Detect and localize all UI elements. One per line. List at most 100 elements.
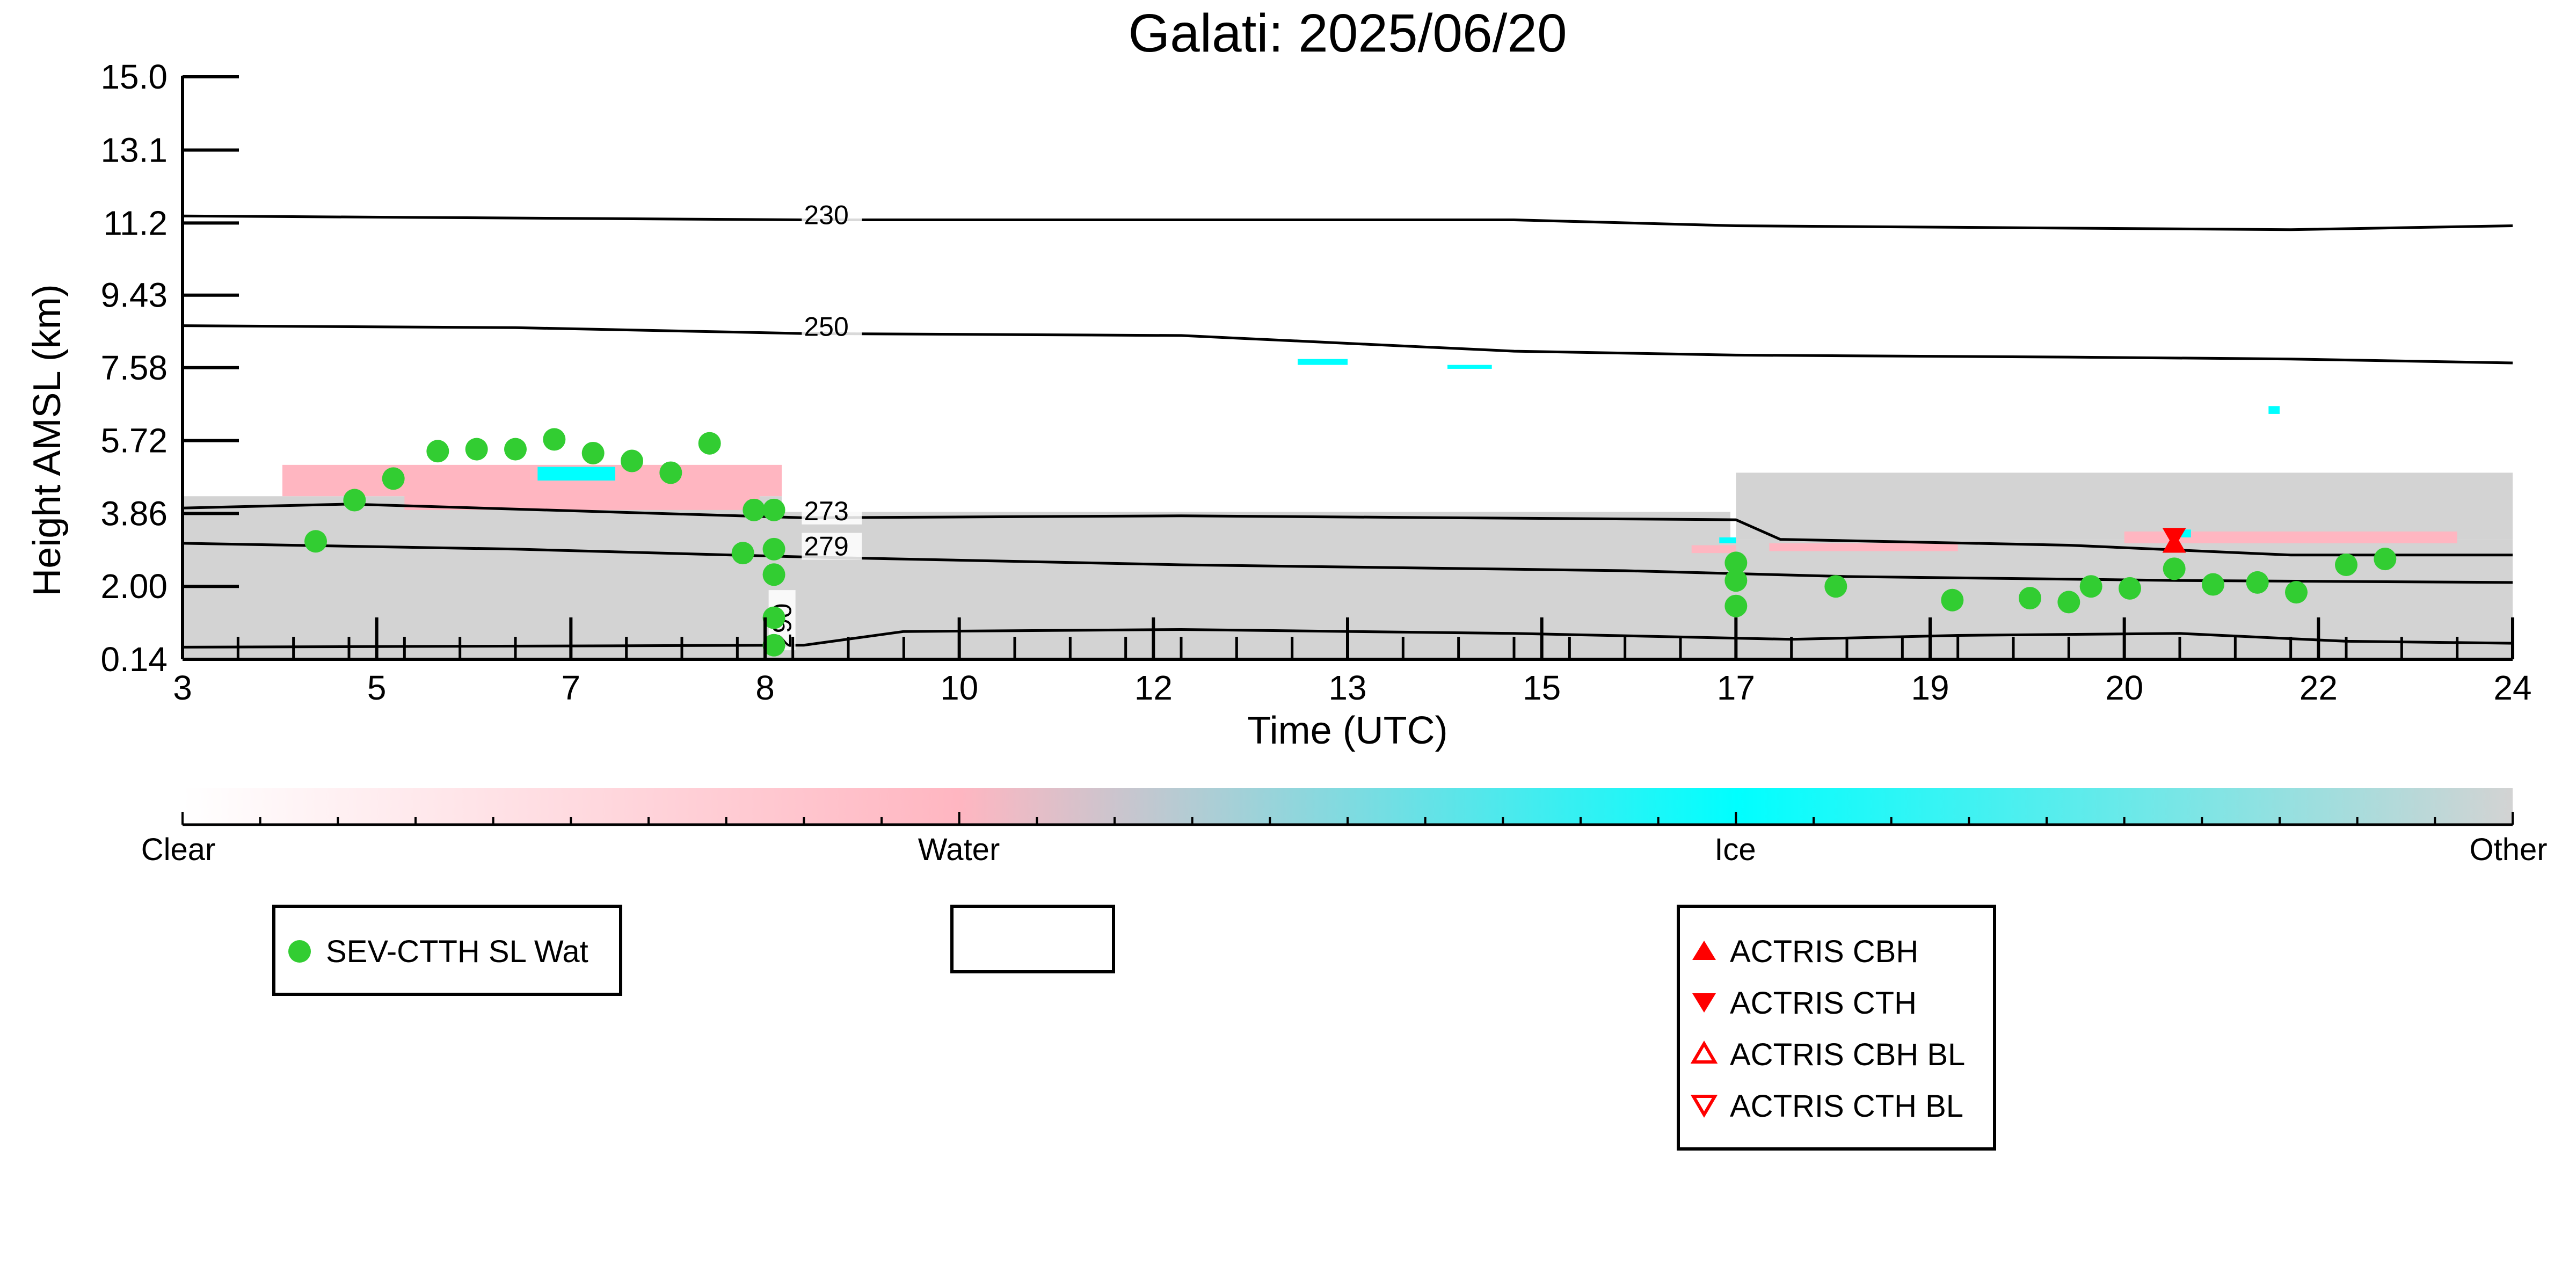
legend-actris: ACTRIS CBH ACTRIS CTH ACTRIS CBH BL ACTR… bbox=[1677, 905, 1996, 1151]
x-tick-label: 13 bbox=[1328, 668, 1366, 707]
y-tick-label: 5.72 bbox=[100, 421, 168, 460]
x-tick-label: 8 bbox=[755, 668, 775, 707]
colorbar-label-clear: Clear bbox=[141, 832, 216, 867]
marker-sev-ctth-sl-wat bbox=[1941, 588, 1964, 612]
marker-sev-ctth-sl-wat bbox=[581, 441, 605, 464]
region-other bbox=[1736, 472, 2513, 540]
x-tick-label: 20 bbox=[2105, 668, 2143, 707]
marker-sev-ctth-sl-wat bbox=[504, 438, 527, 461]
region-ice bbox=[2268, 406, 2280, 414]
chart-title: Galati: 2025/06/20 bbox=[1128, 3, 1567, 63]
legend-sev: SEV-CTTH SL Wat bbox=[272, 905, 622, 996]
contour-label-250: 250 bbox=[804, 312, 848, 342]
legend-label-cbh: ACTRIS CBH bbox=[1730, 934, 1918, 969]
marker-sev-ctth-sl-wat bbox=[659, 461, 682, 484]
x-tick-label: 17 bbox=[1717, 668, 1755, 707]
region-water bbox=[1691, 545, 1736, 554]
marker-sev-ctth-sl-wat bbox=[731, 542, 754, 565]
legend-marker-cth bbox=[1692, 993, 1716, 1013]
region-water bbox=[1769, 543, 1958, 551]
legend-label-cth: ACTRIS CTH bbox=[1730, 986, 1917, 1021]
contour-250 bbox=[182, 324, 2513, 365]
marker-sev-ctth-sl-wat bbox=[2285, 581, 2308, 604]
x-tick-label: 12 bbox=[1134, 668, 1173, 707]
marker-sev-ctth-sl-wat bbox=[2246, 571, 2269, 594]
contour-label-273: 273 bbox=[804, 496, 848, 526]
colorbar-ticks bbox=[181, 812, 2514, 825]
marker-actris-cth bbox=[2162, 528, 2186, 549]
region-water bbox=[2124, 531, 2457, 543]
y-tick-label: 11.2 bbox=[103, 203, 168, 242]
contour-label-bg bbox=[802, 533, 862, 560]
marker-sev-ctth-sl-wat bbox=[543, 428, 566, 451]
marker-sev-ctth-sl-wat bbox=[762, 537, 785, 561]
marker-sev-ctth-sl-wat bbox=[2335, 554, 2357, 577]
marker-sev-ctth-sl-wat bbox=[2079, 575, 2102, 598]
marker-sev-ctth-sl-wat bbox=[2163, 557, 2186, 580]
region-other bbox=[183, 496, 782, 659]
marker-sev-ctth-sl-wat bbox=[2202, 573, 2224, 596]
colorbar-label-other: Other bbox=[2469, 832, 2547, 867]
marker-sev-ctth-sl-wat bbox=[743, 498, 766, 521]
marker-sev-ctth-sl-wat bbox=[621, 449, 643, 472]
y-tick-label: 13.1 bbox=[100, 131, 168, 170]
marker-sev-ctth-sl-wat bbox=[762, 563, 785, 586]
x-tick-label: 3 bbox=[173, 668, 192, 707]
y-axis-label: Height AMSL (km) bbox=[26, 284, 69, 596]
y-tick-label: 2.00 bbox=[100, 567, 168, 606]
x-tick-label: 5 bbox=[367, 668, 387, 707]
x-tick-label: 15 bbox=[1523, 668, 1561, 707]
marker-sev-ctth-sl-wat bbox=[1724, 551, 1748, 574]
marker-sev-ctth-sl-wat bbox=[762, 498, 785, 521]
legend-marker-sev bbox=[288, 940, 311, 963]
legend-empty bbox=[950, 905, 1115, 973]
marker-sev-ctth-sl-wat bbox=[382, 467, 405, 490]
marker-sev-ctth-sl-wat bbox=[698, 432, 721, 455]
region-other bbox=[782, 512, 1730, 659]
marker-sev-ctth-sl-wat bbox=[2119, 577, 2141, 600]
marker-sev-ctth-sl-wat bbox=[2019, 587, 2041, 610]
marker-sev-ctth-sl-wat bbox=[1824, 575, 1847, 598]
x-axis-label: Time (UTC) bbox=[1247, 709, 1447, 752]
legend-marker-cth-bl bbox=[1690, 1095, 1718, 1118]
region-ice bbox=[537, 467, 615, 481]
marker-sev-ctth-sl-wat bbox=[2057, 591, 2080, 614]
legend-label-cth-bl: ACTRIS CTH BL bbox=[1730, 1089, 1963, 1124]
colorbar-label-ice: Ice bbox=[1714, 832, 1756, 867]
x-tick-label: 7 bbox=[562, 668, 581, 707]
marker-sev-ctth-sl-wat bbox=[762, 606, 785, 629]
y-tick-label: 15.0 bbox=[100, 57, 168, 96]
legend-marker-cbh-bl bbox=[1690, 1040, 1718, 1064]
contour-label-230: 230 bbox=[804, 200, 848, 230]
contour-label-bg bbox=[802, 313, 862, 340]
region-water bbox=[282, 464, 782, 497]
y-tick-label: 0.14 bbox=[100, 640, 168, 679]
contour-label-279: 279 bbox=[804, 531, 848, 561]
contour-label-bg bbox=[802, 497, 862, 525]
marker-sev-ctth-sl-wat bbox=[343, 489, 366, 512]
legend-marker-cbh bbox=[1692, 941, 1716, 960]
marker-sev-ctth-sl-wat bbox=[1724, 569, 1748, 592]
region-ice bbox=[1719, 537, 1736, 543]
region-ice bbox=[1447, 365, 1492, 369]
legend-label-sev: SEV-CTTH SL Wat bbox=[326, 934, 588, 969]
y-tick-label: 3.86 bbox=[100, 494, 168, 533]
legend-label-cbh-bl: ACTRIS CBH BL bbox=[1730, 1037, 1965, 1072]
marker-sev-ctth-sl-wat bbox=[2374, 548, 2397, 571]
region-ice bbox=[1298, 359, 1348, 365]
contour-230 bbox=[182, 214, 2513, 231]
legend-box bbox=[1677, 905, 1996, 1151]
marker-sev-ctth-sl-wat bbox=[762, 634, 785, 657]
x-tick-label: 22 bbox=[2300, 668, 2338, 707]
axes: 15.0 13.1 11.2 9.43 7.58 5.72 3.86 2.00 0.143 5 7 8… bbox=[100, 57, 2531, 707]
marker-sev-ctth-sl-wat bbox=[426, 440, 449, 463]
marker-sev-ctth-sl-wat bbox=[304, 530, 327, 553]
legend-box bbox=[272, 905, 622, 996]
x-tick-label: 10 bbox=[940, 668, 978, 707]
y-tick-label: 7.58 bbox=[100, 348, 168, 387]
legend-box bbox=[950, 905, 1115, 973]
marker-sev-ctth-sl-wat bbox=[465, 438, 488, 461]
